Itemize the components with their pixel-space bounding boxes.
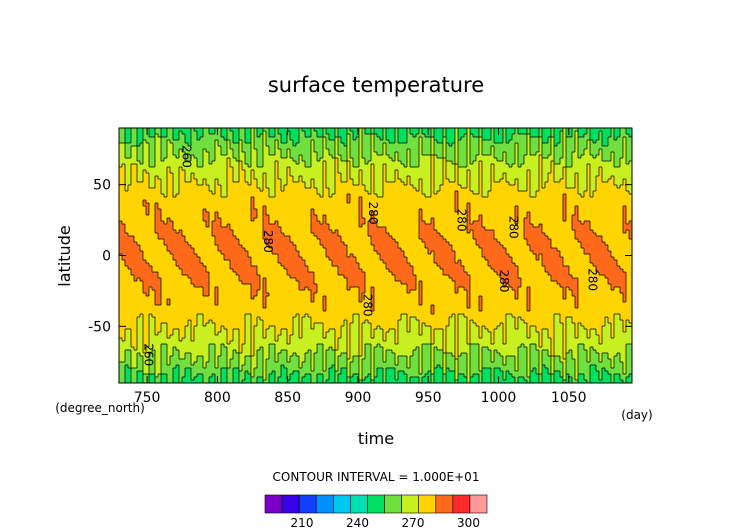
colorbar: 210 240 270 300	[265, 495, 487, 530]
contour-label: 280	[261, 230, 275, 253]
colorbar-swatch	[333, 495, 350, 513]
colorbar-tick-label: 270	[402, 516, 425, 530]
contour-label: 280	[497, 270, 511, 293]
contour-label: 280	[455, 209, 469, 232]
y-tick-label: 0	[102, 249, 111, 265]
colorbar-swatch	[453, 495, 470, 513]
colorbar-tick-label: 240	[346, 516, 369, 530]
contour-label: 280	[585, 268, 599, 291]
colorbar-swatch	[350, 495, 367, 513]
colorbar-swatch	[316, 495, 333, 513]
temperature-field	[119, 128, 632, 383]
contour-interval-note: CONTOUR INTERVAL = 1.000E+01	[273, 470, 480, 484]
colorbar-tick-label: 210	[291, 516, 314, 530]
x-tick-label: 950	[415, 390, 442, 406]
colorbar-swatch	[470, 495, 487, 513]
colorbar-swatch	[436, 495, 453, 513]
colorbar-swatch	[265, 495, 282, 513]
x-tick-label: 900	[345, 390, 372, 406]
y-tick-label: 50	[93, 178, 111, 194]
colorbar-swatch	[367, 495, 384, 513]
contour-label: 260	[179, 145, 193, 168]
x-tick-label: 800	[204, 390, 231, 406]
y-axis-unit: (degree_north)	[55, 401, 145, 415]
contour-label: 280	[366, 202, 380, 225]
x-tick-label: 1000	[481, 390, 517, 406]
x-tick-label: 1050	[551, 390, 587, 406]
colorbar-swatch	[402, 495, 419, 513]
colorbar-swatch	[299, 495, 316, 513]
x-axis-label: time	[358, 429, 394, 448]
chart-title: surface temperature	[268, 73, 484, 97]
colorbar-tick-label: 300	[457, 516, 480, 530]
x-axis-unit: (day)	[621, 408, 652, 422]
x-tick-label: 850	[274, 390, 301, 406]
contour-label: 260	[141, 343, 155, 366]
contour-label: 280	[507, 216, 521, 239]
colorbar-swatch	[385, 495, 402, 513]
contour-label: 280	[361, 294, 375, 317]
y-axis-label: latitude	[55, 225, 74, 286]
y-tick-label: -50	[88, 319, 111, 335]
colorbar-swatch	[282, 495, 299, 513]
colorbar-swatch	[419, 495, 436, 513]
